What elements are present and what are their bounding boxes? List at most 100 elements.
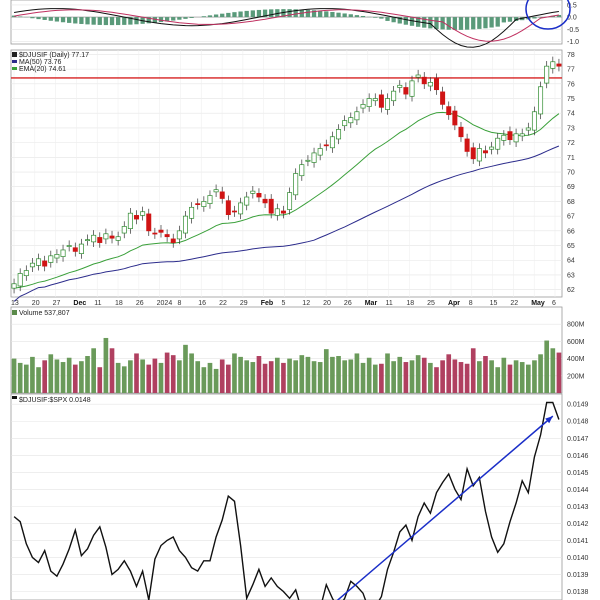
price-candle [556, 63, 562, 67]
macd-histogram-bar [226, 12, 231, 18]
volume-bar [397, 356, 403, 393]
macd-y-tick-label: 0.0 [567, 15, 577, 22]
volume-bar [207, 362, 213, 393]
macd-histogram-bar [373, 17, 378, 18]
price-candle [525, 127, 531, 131]
price-candle [244, 196, 250, 206]
price-y-tick-label: 77 [567, 67, 575, 74]
price-candle [372, 98, 378, 102]
volume-y-tick-label: 200M [567, 373, 585, 380]
price-legend-symbol: $DJUSIF (Daily) 77.17 [19, 52, 89, 59]
price-candle [42, 260, 48, 267]
price-candle [531, 111, 537, 131]
macd-histogram-bar [458, 17, 464, 30]
volume-bar [330, 356, 335, 393]
price-legend: $DJUSIF (Daily) 77.17 MA(50) 73.76 EMA(2… [12, 52, 89, 73]
macd-histogram-bar [556, 14, 562, 18]
volume-bar [158, 362, 164, 393]
price-candle [121, 226, 127, 234]
price-x-tick-label: 2024 [157, 300, 173, 307]
macd-histogram-bar [250, 10, 255, 18]
price-candle [348, 117, 354, 124]
price-candle [550, 61, 556, 69]
price-candle [293, 173, 299, 196]
macd-histogram-bar [97, 17, 102, 25]
price-x-tick-label: 18 [115, 300, 123, 307]
macd-histogram-bar [207, 15, 213, 18]
macd-y-tick-label: -0.5 [567, 27, 579, 34]
macd-histogram-bar [403, 17, 409, 25]
price-candle [115, 236, 121, 241]
volume-bar [538, 354, 543, 393]
volume-bar [238, 356, 243, 393]
macd-histogram-bar [91, 17, 96, 25]
volume-bar [85, 356, 90, 393]
price-candle [458, 126, 464, 138]
price-y-tick-label: 70 [567, 170, 575, 177]
price-x-tick-label: 29 [240, 300, 248, 307]
ratio-y-tick-label: 0.0148 [567, 419, 589, 426]
price-candle [378, 94, 384, 108]
volume-bar [428, 362, 433, 393]
volume-bar [513, 360, 519, 393]
volume-bar [311, 361, 317, 393]
volume-bar [556, 352, 562, 393]
macd-histogram-bar [42, 17, 47, 20]
price-candle [391, 90, 397, 102]
volume-bar [544, 340, 550, 393]
volume-bar [281, 362, 286, 393]
price-candle [329, 136, 335, 149]
price-candle [219, 191, 225, 199]
macd-histogram-bar [464, 17, 470, 30]
volume-bar [79, 361, 84, 393]
price-candle [250, 190, 256, 194]
price-x-tick-label: 8 [177, 300, 181, 307]
ma50-legend-label: MA(50) 73.76 [19, 59, 62, 66]
volume-bar [128, 360, 133, 393]
price-x-tick-label: 18 [406, 300, 414, 307]
macd-histogram-bar [85, 17, 90, 25]
volume-bar [262, 363, 268, 393]
macd-histogram-bar [287, 9, 292, 18]
ratio-legend-swatch [12, 396, 17, 399]
price-candle [72, 247, 78, 252]
volume-y-tick-label: 400M [567, 356, 585, 363]
macd-histogram-bar [213, 14, 219, 18]
price-x-tick-label: 27 [53, 300, 61, 307]
volume-bar [66, 357, 72, 393]
price-candle [317, 148, 323, 156]
macd-histogram-bar [262, 9, 268, 18]
ratio-y-tick-label: 0.0146 [567, 453, 589, 460]
price-candle [146, 213, 152, 232]
volume-bar [97, 367, 103, 393]
price-candle [262, 198, 268, 204]
volume-bar [526, 364, 531, 393]
volume-bar [550, 348, 556, 393]
volume-bar [507, 364, 513, 393]
price-candle [189, 206, 195, 219]
price-y-tick-label: 78 [567, 52, 575, 59]
price-candle [66, 245, 72, 247]
macd-histogram-bar [452, 17, 458, 30]
ma50-line [13, 145, 560, 302]
volume-bar [146, 364, 152, 393]
price-candle [501, 134, 507, 141]
price-candle [323, 144, 329, 147]
macd-histogram-bar [507, 17, 513, 22]
price-candle [409, 80, 415, 97]
price-x-tick-label: Dec [73, 300, 86, 307]
trendline-arrowhead [545, 416, 553, 424]
volume-bar [403, 362, 409, 393]
price-candle [201, 201, 207, 207]
price-candle [427, 81, 433, 87]
ema20-line [14, 111, 560, 289]
trendline-arrow [336, 415, 554, 600]
price-candle [360, 104, 366, 109]
price-candle [78, 243, 84, 254]
volume-legend-swatch [12, 310, 17, 315]
price-x-tick-label: 12 [302, 300, 310, 307]
volume-bar [11, 358, 17, 393]
price-candle [280, 210, 286, 214]
macd-histogram-bar [30, 17, 35, 19]
ratio-y-tick-label: 0.0138 [567, 589, 589, 596]
